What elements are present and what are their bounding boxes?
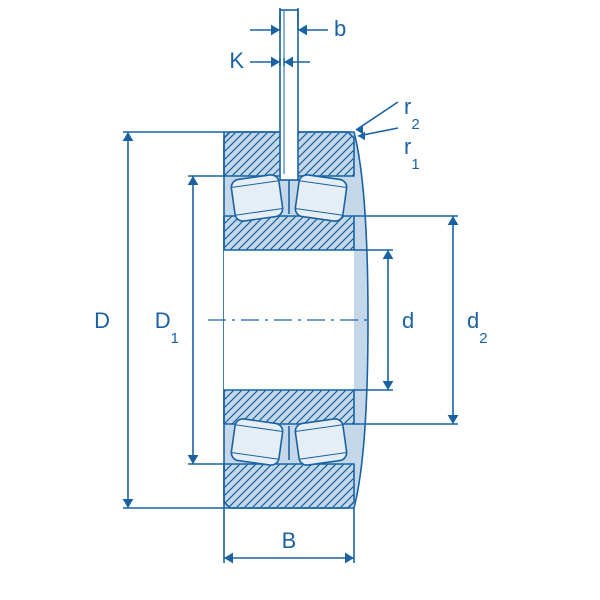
svg-text:D1: D1 [155, 308, 179, 347]
svg-text:d: d [402, 308, 414, 333]
svg-text:d2: d2 [467, 308, 488, 347]
svg-text:D: D [94, 308, 110, 333]
bearing-diagram: r1r2 D D1 d d2 Bb K [0, 0, 600, 600]
svg-text:K: K [229, 48, 244, 73]
svg-text:B: B [282, 528, 297, 553]
svg-text:r2: r2 [404, 94, 420, 133]
lubrication-slot [280, 10, 298, 180]
svg-text:b: b [334, 16, 346, 41]
svg-text:r1: r1 [404, 134, 420, 173]
